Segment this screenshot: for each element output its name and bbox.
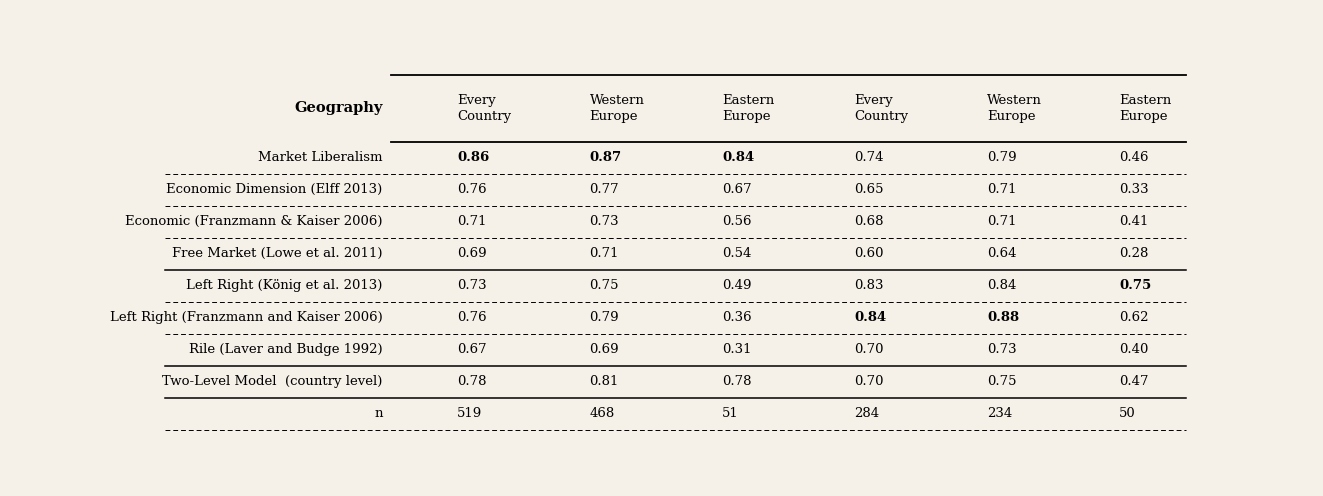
Text: 0.84: 0.84 bbox=[855, 311, 886, 324]
Text: 0.73: 0.73 bbox=[987, 343, 1016, 357]
Text: 50: 50 bbox=[1119, 407, 1136, 421]
Text: Free Market (Lowe et al. 2011): Free Market (Lowe et al. 2011) bbox=[172, 248, 382, 260]
Text: Left Right (König et al. 2013): Left Right (König et al. 2013) bbox=[187, 279, 382, 292]
Text: 0.75: 0.75 bbox=[590, 279, 619, 292]
Text: 0.69: 0.69 bbox=[458, 248, 487, 260]
Text: 0.60: 0.60 bbox=[855, 248, 884, 260]
Text: 0.54: 0.54 bbox=[722, 248, 751, 260]
Text: Western
Europe: Western Europe bbox=[987, 94, 1041, 123]
Text: 0.47: 0.47 bbox=[1119, 375, 1148, 388]
Text: 0.70: 0.70 bbox=[855, 375, 884, 388]
Text: 0.36: 0.36 bbox=[722, 311, 751, 324]
Text: 0.46: 0.46 bbox=[1119, 151, 1148, 164]
Text: 0.71: 0.71 bbox=[458, 215, 487, 228]
Text: 0.78: 0.78 bbox=[722, 375, 751, 388]
Text: 0.40: 0.40 bbox=[1119, 343, 1148, 357]
Text: 0.71: 0.71 bbox=[987, 215, 1016, 228]
Text: 284: 284 bbox=[855, 407, 880, 421]
Text: Every
Country: Every Country bbox=[855, 94, 909, 123]
Text: Every
Country: Every Country bbox=[458, 94, 511, 123]
Text: 51: 51 bbox=[722, 407, 738, 421]
Text: 0.76: 0.76 bbox=[458, 183, 487, 196]
Text: 0.79: 0.79 bbox=[987, 151, 1016, 164]
Text: 0.62: 0.62 bbox=[1119, 311, 1148, 324]
Text: 0.31: 0.31 bbox=[722, 343, 751, 357]
Text: Market Liberalism: Market Liberalism bbox=[258, 151, 382, 164]
Text: 0.86: 0.86 bbox=[458, 151, 490, 164]
Text: 234: 234 bbox=[987, 407, 1012, 421]
Text: 0.65: 0.65 bbox=[855, 183, 884, 196]
Text: 0.68: 0.68 bbox=[855, 215, 884, 228]
Text: 519: 519 bbox=[458, 407, 483, 421]
Text: 0.83: 0.83 bbox=[855, 279, 884, 292]
Text: 0.77: 0.77 bbox=[590, 183, 619, 196]
Text: Left Right (Franzmann and Kaiser 2006): Left Right (Franzmann and Kaiser 2006) bbox=[110, 311, 382, 324]
Text: 0.87: 0.87 bbox=[590, 151, 622, 164]
Text: 468: 468 bbox=[590, 407, 615, 421]
Text: 0.67: 0.67 bbox=[458, 343, 487, 357]
Text: 0.71: 0.71 bbox=[987, 183, 1016, 196]
Text: 0.73: 0.73 bbox=[590, 215, 619, 228]
Text: 0.76: 0.76 bbox=[458, 311, 487, 324]
Text: 0.88: 0.88 bbox=[987, 311, 1019, 324]
Text: 0.69: 0.69 bbox=[590, 343, 619, 357]
Text: n: n bbox=[374, 407, 382, 421]
Text: Western
Europe: Western Europe bbox=[590, 94, 644, 123]
Text: Eastern
Europe: Eastern Europe bbox=[722, 94, 774, 123]
Text: Economic (Franzmann & Kaiser 2006): Economic (Franzmann & Kaiser 2006) bbox=[126, 215, 382, 228]
Text: Economic Dimension (Elff 2013): Economic Dimension (Elff 2013) bbox=[167, 183, 382, 196]
Text: 0.49: 0.49 bbox=[722, 279, 751, 292]
Text: 0.75: 0.75 bbox=[987, 375, 1016, 388]
Text: 0.70: 0.70 bbox=[855, 343, 884, 357]
Text: 0.79: 0.79 bbox=[590, 311, 619, 324]
Text: 0.74: 0.74 bbox=[855, 151, 884, 164]
Text: Geography: Geography bbox=[295, 101, 382, 115]
Text: 0.73: 0.73 bbox=[458, 279, 487, 292]
Text: 0.28: 0.28 bbox=[1119, 248, 1148, 260]
Text: 0.56: 0.56 bbox=[722, 215, 751, 228]
Text: 0.81: 0.81 bbox=[590, 375, 619, 388]
Text: 0.71: 0.71 bbox=[590, 248, 619, 260]
Text: 0.64: 0.64 bbox=[987, 248, 1016, 260]
Text: 0.41: 0.41 bbox=[1119, 215, 1148, 228]
Text: 0.84: 0.84 bbox=[722, 151, 754, 164]
Text: 0.84: 0.84 bbox=[987, 279, 1016, 292]
Text: 0.75: 0.75 bbox=[1119, 279, 1151, 292]
Text: 0.67: 0.67 bbox=[722, 183, 751, 196]
Text: Eastern
Europe: Eastern Europe bbox=[1119, 94, 1172, 123]
Text: Rile (Laver and Budge 1992): Rile (Laver and Budge 1992) bbox=[189, 343, 382, 357]
Text: Two-Level Model  (country level): Two-Level Model (country level) bbox=[163, 375, 382, 388]
Text: 0.33: 0.33 bbox=[1119, 183, 1148, 196]
Text: 0.78: 0.78 bbox=[458, 375, 487, 388]
